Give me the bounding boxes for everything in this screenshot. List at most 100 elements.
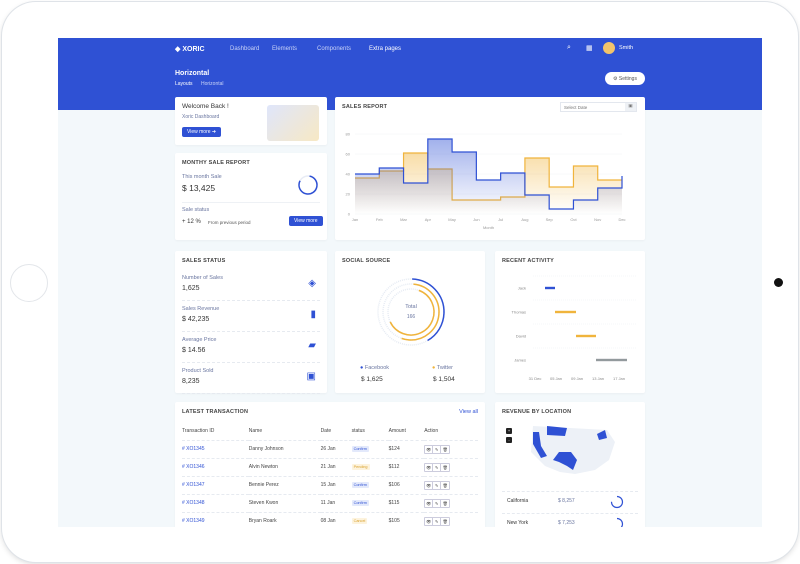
view-icon[interactable]: 👁 xyxy=(426,481,434,489)
delete-icon[interactable]: 🗑 xyxy=(442,518,448,524)
welcome-view-more-button[interactable]: View more ➜ xyxy=(182,127,222,137)
nav-dashboard[interactable]: Dashboard xyxy=(230,46,260,52)
monthly-view-more-button[interactable]: View more xyxy=(289,216,323,226)
view-icon[interactable]: 👁 xyxy=(426,445,434,453)
zoom-out-button[interactable]: - xyxy=(506,437,512,443)
transaction-id[interactable]: # XO1348 xyxy=(182,494,249,513)
stat-label: Average Price xyxy=(182,337,217,343)
customer-name: Steven Kwon xyxy=(248,494,321,513)
state-revenue: $ 7,253 xyxy=(558,520,575,526)
search-icon[interactable]: ⌕ xyxy=(567,44,571,51)
column-header: Transaction ID xyxy=(182,422,249,441)
total-label: Total xyxy=(405,304,417,310)
x-tick-label: Dec xyxy=(618,217,625,222)
sales-chart: 0 20 40 60 80 Jan Feb Mar Apr May Jun Jul Aug Sep Oct N… xyxy=(346,132,626,231)
transaction-id[interactable]: # XO1346 xyxy=(182,458,249,477)
amount: $124 xyxy=(388,440,425,459)
dashboard-screen: ◆ XORIC Dashboard Elements Components Ex… xyxy=(58,38,762,527)
progress-ring xyxy=(298,175,318,195)
facebook-value: $ 1,625 xyxy=(361,376,383,383)
action-group: 👁 ✎ 🗑 xyxy=(424,516,451,526)
breadcrumb-layouts[interactable]: Layouts xyxy=(175,81,193,87)
edit-icon[interactable]: ✎ xyxy=(433,517,442,525)
amount: $105 xyxy=(388,512,425,527)
stat-item: Average Price $ 14.56 ▰ xyxy=(182,332,320,363)
view-all-link[interactable]: View all xyxy=(459,409,478,415)
delete-icon[interactable]: 🗑 xyxy=(442,464,448,470)
customer-name: Bennie Perez xyxy=(248,476,321,495)
box-icon: ▣ xyxy=(306,371,316,382)
change-note: From previous period xyxy=(208,220,251,225)
this-month-label: This month Sale xyxy=(182,174,222,180)
y-tick-label: 60 xyxy=(346,152,351,157)
button-label: View more xyxy=(187,129,211,135)
edit-icon[interactable]: ✎ xyxy=(433,445,442,453)
camera xyxy=(774,278,783,287)
map-montana[interactable] xyxy=(547,426,567,436)
status-badge: Confirm xyxy=(351,500,369,506)
transaction-id[interactable]: # XO1345 xyxy=(182,440,249,459)
date-tick-label: 31 Dec xyxy=(529,376,542,381)
legend-facebook: ● Facebook xyxy=(360,365,390,371)
welcome-title: Welcome Back ! xyxy=(182,103,229,110)
x-tick-label: Aug xyxy=(521,217,528,222)
nav-components[interactable]: Components xyxy=(317,46,352,52)
brand-name: XORIC xyxy=(182,46,205,53)
settings-button[interactable]: ⚙ Settings xyxy=(605,72,645,85)
action-group: 👁 ✎ 🗑 xyxy=(424,498,451,508)
stat-label: Product Sold xyxy=(182,368,214,374)
view-icon[interactable]: 👁 xyxy=(426,517,434,525)
edit-icon[interactable]: ✎ xyxy=(433,463,442,471)
person-label: Jack xyxy=(518,286,526,291)
grid-icon[interactable]: ▦ xyxy=(586,45,593,52)
activity-bar[interactable] xyxy=(555,310,576,314)
edit-icon[interactable]: ✎ xyxy=(433,499,442,507)
facebook-label: Facebook xyxy=(364,365,390,371)
page-title: Horizontal xyxy=(175,70,210,77)
map-new-york[interactable] xyxy=(597,430,607,440)
legend-twitter: ● Twitter xyxy=(432,365,453,371)
x-tick-label: Jan xyxy=(352,217,358,222)
zoom-in-button[interactable]: + xyxy=(506,428,512,434)
twitter-arc xyxy=(382,283,440,341)
column-header: Name xyxy=(248,422,321,441)
view-icon[interactable]: 👁 xyxy=(426,499,434,507)
state-name: California xyxy=(507,498,529,504)
y-tick-label: 40 xyxy=(346,172,351,177)
x-tick-label: Apr xyxy=(425,217,432,222)
column-header: Action xyxy=(424,422,478,441)
delete-icon[interactable]: 🗑 xyxy=(442,446,448,452)
delete-icon[interactable]: 🗑 xyxy=(442,500,448,506)
breadcrumb-current: Horizontal xyxy=(201,81,224,87)
calendar-icon[interactable]: ▣ xyxy=(625,103,636,111)
sales-report-card: SALES REPORT Select Date ▣ 0 20 40 60 80 Jan Fe… xyxy=(335,97,645,240)
brand-logo[interactable]: ◆ XORIC xyxy=(175,46,205,53)
state-revenue: $ 8,257 xyxy=(558,498,575,504)
sales-status-title: SALES STATUS xyxy=(182,258,226,264)
location-row: New York $ 7,253 xyxy=(502,513,638,527)
date-input[interactable]: Select Date ▣ xyxy=(560,102,637,112)
divider xyxy=(182,202,320,203)
us-map xyxy=(531,426,615,474)
nav-elements[interactable]: Elements xyxy=(272,46,298,52)
transaction-id[interactable]: # XO1349 xyxy=(182,512,249,527)
twitter-inner-arc xyxy=(387,288,435,336)
map-texas[interactable] xyxy=(553,452,577,470)
nav-extra-pages[interactable]: Extra pages xyxy=(369,46,402,52)
customer-name: Danny Johnson xyxy=(248,440,321,459)
location-progress-ring xyxy=(610,495,624,509)
activity-bar[interactable] xyxy=(596,358,627,362)
map-california[interactable] xyxy=(533,432,547,458)
avatar[interactable] xyxy=(603,42,615,54)
delete-icon[interactable]: 🗑 xyxy=(442,482,448,488)
activity-bar[interactable] xyxy=(576,334,596,338)
location-title: REVENUE BY LOCATION xyxy=(502,409,572,415)
status-badge: Cancel xyxy=(351,518,368,524)
transaction-id[interactable]: # XO1347 xyxy=(182,476,249,495)
activity-bar[interactable] xyxy=(545,286,555,290)
edit-icon[interactable]: ✎ xyxy=(433,481,442,489)
view-icon[interactable]: 👁 xyxy=(426,463,434,471)
activity-timeline: Jack Thomas David James 31 Dec 05 Jan 09 Jan 13… xyxy=(512,275,637,381)
user-name[interactable]: Smith xyxy=(619,45,634,51)
x-tick-label: Oct xyxy=(570,217,577,222)
